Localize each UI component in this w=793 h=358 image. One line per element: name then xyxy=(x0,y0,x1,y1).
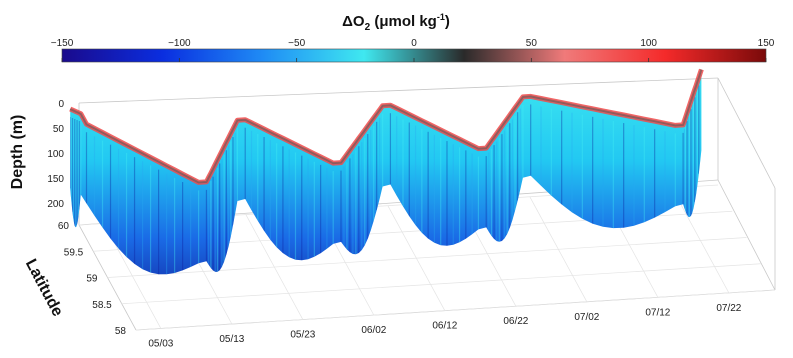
time-tick-label: 06/22 xyxy=(503,316,528,327)
time-tick-label: 07/22 xyxy=(716,303,741,314)
depth-tick-label: 0 xyxy=(58,99,64,110)
time-tick-label: 07/12 xyxy=(645,307,670,318)
time-tick-label: 05/23 xyxy=(290,330,315,341)
curtain-fill xyxy=(70,70,702,275)
latitude-axis-label: Latitude xyxy=(22,256,66,319)
box-edge xyxy=(78,77,719,104)
latitude-tick-label: 58 xyxy=(115,326,127,337)
floor-grid-line xyxy=(121,263,761,305)
surface-layer-dark xyxy=(69,69,703,184)
curtain-streaks xyxy=(70,77,702,275)
latitude-tick-label: 59 xyxy=(86,274,98,285)
floor-grid-line xyxy=(135,289,776,331)
title-unit: (μmol kg xyxy=(370,13,437,30)
title-subscript: 2 xyxy=(365,22,371,33)
colorbar-tick-label: −150 xyxy=(51,38,74,49)
time-tick-label: 06/02 xyxy=(361,325,386,336)
time-tick-label: 07/02 xyxy=(574,312,599,323)
latitude-tick-label: 60 xyxy=(58,221,70,232)
depth-tick-label: 200 xyxy=(47,199,64,210)
tick-labels: 05/03 05/13 05/23 06/02 06/12 06/22 07/02 07/12… xyxy=(47,99,741,349)
colorbar-tick-label: 150 xyxy=(758,38,775,49)
latitude-tick-label: 58.5 xyxy=(92,300,112,311)
title-close: ) xyxy=(445,13,450,30)
oxygen-curtain xyxy=(68,68,704,275)
depth-tick-label: 150 xyxy=(47,174,64,185)
colorbar-tick-label: −100 xyxy=(168,38,191,49)
title-exponent: -1 xyxy=(437,12,445,22)
colorbar-tick-label: 0 xyxy=(411,38,417,49)
box-edge xyxy=(717,77,776,189)
colorbar-tick-label: −50 xyxy=(288,38,305,49)
depth-tick-label: 50 xyxy=(53,124,65,135)
box-edge xyxy=(717,179,776,291)
time-tick-label: 06/12 xyxy=(432,321,457,332)
depth-axis-label: Depth (m) xyxy=(9,115,26,190)
depth-tick-label: 100 xyxy=(47,149,64,160)
colorbar-tick-label: 50 xyxy=(526,38,538,49)
colorbar-tick-label: 100 xyxy=(640,38,657,49)
latitude-tick-label: 59.5 xyxy=(64,247,84,258)
time-tick-label: 05/13 xyxy=(219,334,244,345)
colorbar: −150 −100 −50 0 50 100 150 xyxy=(51,38,775,63)
title-main: ΔO xyxy=(342,13,365,30)
time-tick-label: 05/03 xyxy=(148,338,173,349)
chart-title: ΔO2 (μmol kg-1) xyxy=(342,12,450,33)
